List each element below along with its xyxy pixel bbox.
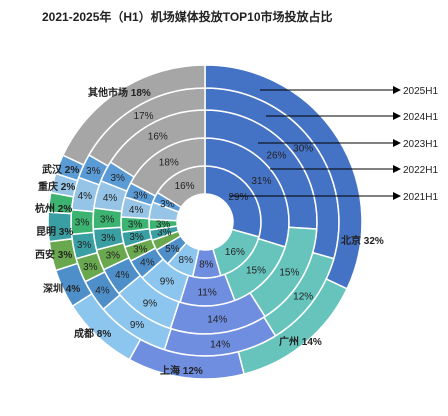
- slice-2025h1-10: [61, 64, 206, 166]
- slice-label-2022h1-4: 4%: [140, 257, 155, 268]
- year-label-4: 2021H1: [403, 192, 438, 203]
- slice-label-2022h1-1: 15%: [246, 265, 266, 276]
- outer-label-4: 深圳 4%: [43, 282, 80, 295]
- slice-label-2024h1-8: 4%: [78, 191, 93, 202]
- slice-label-2022h1-2: 11%: [197, 287, 216, 298]
- outer-label-2: 上海 12%: [160, 364, 203, 377]
- year-label-0: 2025H1: [403, 86, 438, 97]
- slice-label-2021h1-6: 3%: [157, 227, 172, 238]
- outer-label-3: 成都 8%: [74, 327, 111, 340]
- slice-label-2022h1-7: 3%: [128, 220, 143, 231]
- slice-label-2024h1-9: 3%: [86, 166, 101, 177]
- chart-title: 2021-2025年（H1）机场媒体投放TOP10市场投放占比: [42, 10, 333, 24]
- outer-label-0: 北京 32%: [341, 234, 384, 247]
- year-label-1: 2024H1: [403, 112, 438, 123]
- slice-label-2021h1-7: 3%: [156, 219, 171, 230]
- slice-label-2022h1-9: 3%: [133, 191, 148, 202]
- slice-label-2023h1-1: 15%: [279, 267, 299, 278]
- slice-label-2022h1-8: 4%: [129, 205, 144, 216]
- slice-label-2021h1-10: 16%: [175, 181, 195, 192]
- outer-label-8: 重庆 2%: [38, 180, 75, 193]
- slice-label-2022h1-3: 9%: [160, 276, 175, 287]
- year-label-3: 2022H1: [403, 165, 438, 176]
- slice-label-2024h1-10: 17%: [133, 111, 153, 122]
- slice-label-2021h1-1: 16%: [225, 247, 245, 258]
- outer-label-1: 广州 14%: [279, 335, 322, 348]
- slice-label-2022h1-5: 3%: [133, 244, 148, 255]
- slice-label-2024h1-0: 30%: [293, 143, 313, 154]
- slice-label-2022h1-6: 3%: [129, 232, 144, 243]
- slice-label-2024h1-6: 3%: [77, 240, 92, 251]
- slice-label-2024h1-2: 14%: [210, 340, 230, 351]
- outer-label-6: 昆明 3%: [36, 226, 73, 238]
- slice-label-2023h1-9: 3%: [110, 173, 125, 184]
- slice-label-2023h1-10: 16%: [148, 132, 168, 143]
- slice-label-2023h1-0: 26%: [266, 150, 286, 161]
- slice-label-2021h1-2: 8%: [199, 259, 214, 270]
- slice-label-2023h1-3: 9%: [143, 299, 158, 310]
- slice-label-2023h1-4: 4%: [115, 270, 130, 281]
- year-label-2: 2023H1: [403, 139, 438, 150]
- slice-label-2022h1-0: 31%: [251, 176, 271, 187]
- slice-label-2024h1-1: 12%: [293, 292, 313, 303]
- outer-label-10: 其他市场 18%: [88, 86, 151, 99]
- slice-label-2024h1-4: 4%: [95, 285, 110, 296]
- slice-label-2021h1-0: 29%: [228, 192, 248, 203]
- outer-label-9: 武汉 2%: [42, 163, 79, 176]
- slice-label-2023h1-6: 3%: [101, 233, 116, 244]
- slice-label-2024h1-5: 3%: [83, 262, 98, 273]
- slice-label-2024h1-3: 9%: [130, 320, 145, 331]
- slice-label-2021h1-3: 8%: [179, 255, 194, 266]
- slice-label-2023h1-5: 3%: [106, 251, 121, 262]
- outer-label-5: 西安 3%: [35, 248, 72, 261]
- slice-label-2023h1-7: 3%: [100, 214, 115, 225]
- slice-label-2023h1-8: 4%: [103, 193, 118, 204]
- slice-label-2021h1-9: 3%: [160, 199, 175, 210]
- outer-label-7: 杭州 2%: [35, 202, 72, 215]
- slice-label-2023h1-2: 14%: [207, 315, 227, 326]
- slice-label-2021h1-4: 5%: [165, 244, 180, 255]
- slice-label-2024h1-7: 3%: [75, 218, 90, 229]
- slice-label-2022h1-10: 18%: [159, 158, 179, 169]
